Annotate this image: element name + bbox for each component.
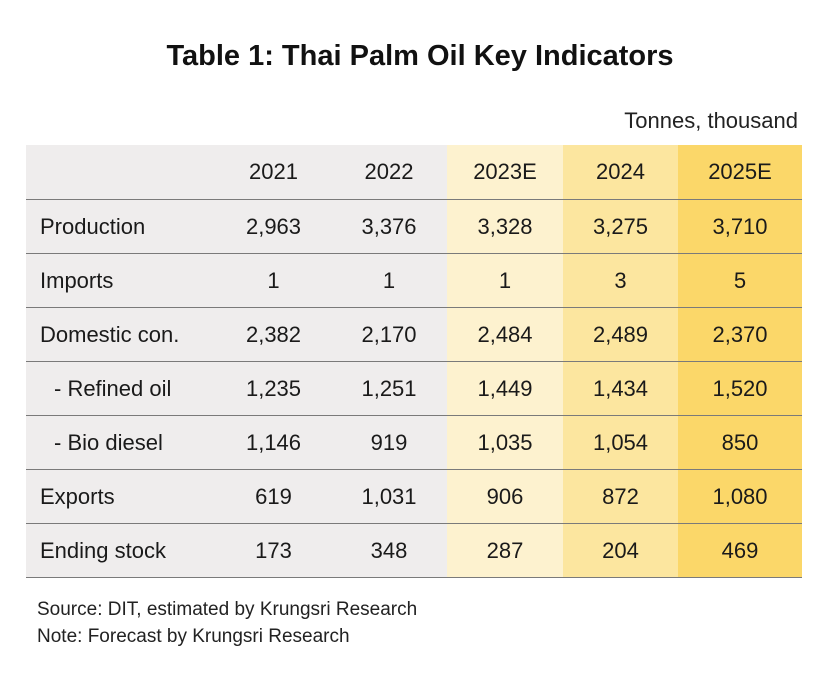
indicators-table: 2021 2022 2023E 2024 2025E Production 2,… bbox=[26, 145, 802, 578]
table-cell: 2,484 bbox=[447, 307, 563, 362]
row-label: Ending stock bbox=[26, 523, 216, 578]
table-cell: 2,382 bbox=[216, 307, 331, 362]
column-header: 2024 bbox=[563, 145, 678, 200]
table-cell: 1 bbox=[331, 253, 447, 308]
table-cell: 3,710 bbox=[678, 199, 802, 254]
table-cell: 1,449 bbox=[447, 361, 563, 416]
table-cell: 3,328 bbox=[447, 199, 563, 254]
row-label: - Bio diesel bbox=[26, 415, 216, 470]
table-row: - Bio diesel 1,146 919 1,035 1,054 850 bbox=[26, 415, 802, 470]
column-header: 2021 bbox=[216, 145, 331, 200]
table-row: Ending stock 173 348 287 204 469 bbox=[26, 523, 802, 578]
table-cell: 287 bbox=[447, 523, 563, 578]
row-label: Exports bbox=[26, 469, 216, 524]
table-cell: 1,434 bbox=[563, 361, 678, 416]
row-label: Production bbox=[26, 199, 216, 254]
row-label-text: - Refined oil bbox=[54, 375, 172, 401]
table-row: Domestic con. 2,382 2,170 2,484 2,489 2,… bbox=[26, 307, 802, 362]
table-cell: 1,235 bbox=[216, 361, 331, 416]
forecast-note: Note: Forecast by Krungsri Research bbox=[37, 626, 350, 647]
table-cell: 2,370 bbox=[678, 307, 802, 362]
table-cell: 2,489 bbox=[563, 307, 678, 362]
table-cell: 2,170 bbox=[331, 307, 447, 362]
table-cell: 3 bbox=[563, 253, 678, 308]
column-header: 2022 bbox=[331, 145, 447, 200]
table-cell: 348 bbox=[331, 523, 447, 578]
table-row: Exports 619 1,031 906 872 1,080 bbox=[26, 469, 802, 524]
table-cell: 1,054 bbox=[563, 415, 678, 470]
table-cell: 5 bbox=[678, 253, 802, 308]
source-note: Source: DIT, estimated by Krungsri Resea… bbox=[37, 599, 418, 620]
footnotes: Source: DIT, estimated by Krungsri Resea… bbox=[37, 596, 417, 650]
table-cell: 850 bbox=[678, 415, 802, 470]
column-header: 2025E bbox=[678, 145, 802, 200]
table-cell: 173 bbox=[216, 523, 331, 578]
table-row: Imports 1 1 1 3 5 bbox=[26, 253, 802, 308]
table-cell: 1,146 bbox=[216, 415, 331, 470]
table-cell: 469 bbox=[678, 523, 802, 578]
column-header: 2023E bbox=[447, 145, 563, 200]
table-cell: 204 bbox=[563, 523, 678, 578]
table-cell: 1,035 bbox=[447, 415, 563, 470]
table-row: - Refined oil 1,235 1,251 1,449 1,434 1,… bbox=[26, 361, 802, 416]
row-label: - Refined oil bbox=[26, 361, 216, 416]
table-cell: 1 bbox=[216, 253, 331, 308]
table-cell: 3,376 bbox=[331, 199, 447, 254]
table-cell: 919 bbox=[331, 415, 447, 470]
table-cell: 1,080 bbox=[678, 469, 802, 524]
table-cell: 1,031 bbox=[331, 469, 447, 524]
header-corner bbox=[26, 145, 216, 200]
table-cell: 2,963 bbox=[216, 199, 331, 254]
table-title: Table 1: Thai Palm Oil Key Indicators bbox=[166, 40, 674, 72]
table-cell: 3,275 bbox=[563, 199, 678, 254]
table-cell: 872 bbox=[563, 469, 678, 524]
row-label: Imports bbox=[26, 253, 216, 308]
table-row: Production 2,963 3,376 3,328 3,275 3,710 bbox=[26, 199, 802, 254]
row-label: Domestic con. bbox=[26, 307, 216, 362]
units-label: Tonnes, thousand bbox=[624, 108, 798, 133]
table-cell: 1,251 bbox=[331, 361, 447, 416]
table-cell: 1,520 bbox=[678, 361, 802, 416]
table-cell: 1 bbox=[447, 253, 563, 308]
row-label-text: - Bio diesel bbox=[54, 429, 163, 455]
table-cell: 619 bbox=[216, 469, 331, 524]
header-row: 2021 2022 2023E 2024 2025E bbox=[26, 145, 802, 200]
table-cell: 906 bbox=[447, 469, 563, 524]
